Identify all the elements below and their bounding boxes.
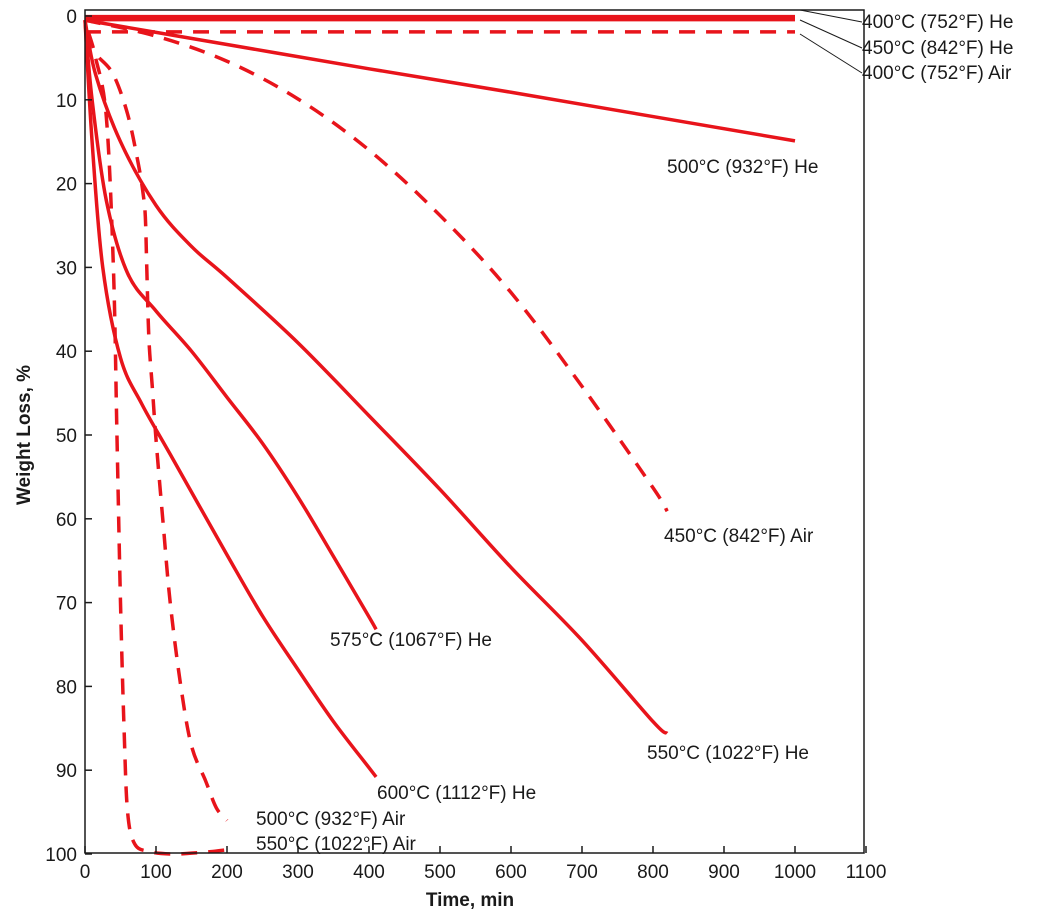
series-label: 600°C (1112°F) He (377, 783, 536, 804)
series-line-500-c-932-f-he (84, 18, 796, 143)
x-tick-label: 0 (80, 862, 91, 883)
x-tick-label: 900 (708, 862, 740, 883)
y-tick-label: 40 (56, 342, 77, 363)
y-tick-label: 60 (56, 510, 77, 531)
series-label: 550°C (1022°F) He (647, 743, 809, 764)
x-tick-label: 100 (140, 862, 172, 883)
y-tick-label: 10 (56, 91, 77, 112)
series-label-leader (799, 9, 863, 23)
plot-frame (84, 9, 865, 854)
series-line-550-c-1022-f-air (86, 32, 228, 856)
y-tick-label: 30 (56, 258, 77, 279)
series-label: 400°C (752°F) He (862, 12, 1013, 33)
x-tick-label: 800 (637, 862, 669, 883)
series-line-600-c-1112-f-he (83, 20, 378, 778)
x-tick-label: 500 (424, 862, 456, 883)
y-tick-label: 80 (56, 677, 77, 698)
y-tick-label: 20 (56, 175, 77, 196)
series-line-575-c-1067-f-he (83, 20, 378, 631)
y-tick-label: 70 (56, 594, 77, 615)
series-line-500-c-932-f-air (97, 56, 229, 822)
series-label-leader (799, 19, 863, 49)
series-line-550-c-1022-f-he (83, 19, 669, 735)
series-label: 575°C (1067°F) He (330, 630, 492, 651)
series-label-layer: 400°C (752°F) He 450°C (842°F) He 400°C (7… (256, 9, 1013, 855)
x-tick-label: 300 (282, 862, 314, 883)
series-label: 500°C (932°F) Air (256, 809, 406, 830)
x-tick-label: 700 (566, 862, 598, 883)
x-tick-label: 400 (353, 862, 385, 883)
tick-layer: 0 100 200 300 400 500 600 700 800 900 1000 11000102… (45, 7, 886, 883)
x-tick-label: 600 (495, 862, 527, 883)
x-tick-label: 1000 (774, 862, 816, 883)
x-axis-title: Time, min (426, 890, 514, 911)
y-tick-label: 90 (56, 761, 77, 782)
series-label: 450°C (842°F) Air (664, 526, 814, 547)
x-tick-label: 200 (211, 862, 243, 883)
series-label: 550°C (1022°F) Air (256, 834, 417, 855)
series-label: 500°C (932°F) He (667, 157, 818, 178)
series-layer (83, 14, 796, 856)
series-label: 400°C (752°F) Air (862, 63, 1012, 84)
series-line-450-c-842-f-air (84, 18, 669, 513)
y-tick-label: 100 (45, 845, 77, 866)
y-axis-title: Weight Loss, % (14, 365, 35, 505)
y-tick-label: 0 (66, 7, 77, 28)
series-label: 450°C (842°F) He (862, 38, 1013, 59)
axes-frame (84, 9, 865, 854)
x-tick-label: 1100 (846, 862, 887, 883)
y-tick-label: 50 (56, 426, 77, 447)
series-label-leader (799, 33, 863, 74)
